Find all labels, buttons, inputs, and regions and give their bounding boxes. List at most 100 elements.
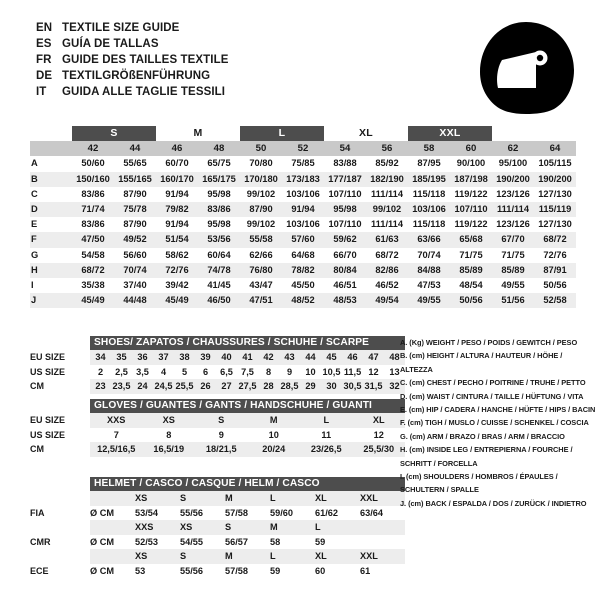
measure-cell: 62/66: [240, 247, 282, 263]
helmet-size-cell: 56/57: [225, 534, 270, 550]
size-cell: XXS: [90, 413, 143, 428]
measure-cell: 65/75: [198, 156, 240, 172]
table-row: US SIZE 7 8 9 10 11 12: [30, 427, 405, 443]
row-label: EU SIZE: [30, 350, 90, 365]
size-cell: 39: [195, 350, 216, 365]
measurement-legend: A. (Kg) WEIGHT / PESO / POIDS / GEWITCH …: [400, 336, 596, 510]
size-cell: 24: [132, 379, 153, 394]
measure-row-label: D: [30, 202, 72, 218]
size-cell: 23,5: [111, 379, 132, 394]
size-cell: 10: [300, 364, 321, 380]
size-cell: 12: [352, 427, 405, 443]
table-row: H 68/72 70/74 72/76 74/78 76/80 78/82 80/84 82/8…: [30, 262, 576, 279]
measure-cell: 51/56: [492, 293, 534, 309]
size-cell: 28,5: [279, 379, 300, 394]
row-label: CM: [30, 379, 90, 394]
legend-item: E. (cm) HIP / CADERA / HANCHE / HÜFTE / …: [400, 405, 596, 415]
table-row: ECE Ø CM 53 55/56 57/58 59 60 61: [30, 563, 405, 579]
measure-cell: 111/114: [366, 186, 408, 203]
measure-cell: 55/58: [240, 232, 282, 248]
size-cell: 44: [300, 350, 321, 365]
table-row: B 150/160 155/165 160/170 165/175 170/180 173/…: [30, 171, 576, 187]
table-row: E 83/86 87/90 91/94 95/98 99/102 103/106 107/11…: [30, 217, 576, 233]
measure-cell: 165/175: [198, 171, 240, 187]
measure-cell: 87/90: [240, 202, 282, 218]
helmet-size-label: XL: [315, 549, 360, 564]
measure-cell: 91/94: [282, 202, 324, 218]
size-cell: 25,5/30: [352, 442, 405, 457]
helmet-size-cell: 59: [270, 563, 315, 579]
title-text: GUIDA ALLE TAGLIE TESSILI: [62, 86, 226, 98]
size-cell: 25,5: [174, 379, 195, 394]
measure-cell: 58/62: [156, 247, 198, 263]
legend-item: H. (cm) INSIDE LEG / ENTREPIERNA / FOURC…: [400, 445, 573, 468]
title-block: EN TEXTILE SIZE GUIDE ES GUÍA DE TALLAS FR GU…: [36, 22, 336, 102]
helmet-standard-label: ECE: [30, 563, 90, 579]
gloves-section-title: GLOVES / GUANTES / GANTS / HANDSCHUHE / …: [90, 399, 405, 413]
title-row-fr: FR GUIDE DES TAILLES TEXTILE: [36, 54, 336, 70]
helmet-size-cell: 57/58: [225, 563, 270, 579]
title-row-es: ES GUÍA DE TALLAS: [36, 38, 336, 54]
size-cell: 31,5: [363, 379, 384, 394]
measure-cell: 115/118: [408, 217, 450, 233]
measure-cell: 107/110: [324, 186, 366, 203]
size-cell: 42: [258, 350, 279, 365]
table-row: G 54/58 56/60 58/62 60/64 62/66 64/68 66/70 68/7…: [30, 247, 576, 263]
table-row: FIA Ø CM 53/54 55/56 57/58 59/60 61/62 63/64: [30, 505, 405, 521]
size-cell: 13: [384, 364, 405, 380]
size-cell: 20/24: [247, 442, 300, 457]
measure-cell: 43/47: [240, 278, 282, 294]
helmet-size-label: XL: [315, 491, 360, 506]
helmet-size-label: S: [180, 549, 225, 564]
measure-cell: 54/58: [72, 247, 114, 263]
measure-cell: 111/114: [366, 217, 408, 233]
table-row: CM 12,5/16,5 16,5/19 18/21,5 20/24 23/26,5 25,…: [30, 442, 405, 457]
legend-item: B. (cm) HEIGHT / ALTURA / HAUTEUR / HÖHE…: [400, 351, 563, 374]
size-cell: 43: [279, 350, 300, 365]
table-row: EU SIZE 34 35 36 37 38 39 40 41 42 43 44 45 46 47 48: [30, 350, 405, 365]
size-cell: 2: [90, 364, 111, 380]
measure-cell: 60/70: [156, 156, 198, 172]
size-cell: 23/26,5: [300, 442, 353, 457]
shoes-section-header-row: SHOES/ ZAPATOS / CHAUSSURES / SCHUHE / S…: [30, 336, 405, 350]
measure-cell: 39/42: [156, 278, 198, 294]
measure-cell: 46/51: [324, 278, 366, 294]
helmet-size-cell: 53: [135, 563, 180, 579]
measure-cell: 68/72: [366, 247, 408, 263]
helmet-size-label: M: [225, 549, 270, 564]
measure-cell: 123/126: [492, 186, 534, 203]
measure-cell: 90/100: [450, 156, 492, 172]
measure-cell: 49/52: [114, 232, 156, 248]
measure-cell: 50/60: [72, 156, 114, 172]
size-cell: 7: [90, 427, 143, 443]
measure-cell: 72/76: [156, 262, 198, 279]
measure-cell: 61/63: [366, 232, 408, 248]
helmet-size-label: [360, 520, 405, 535]
measure-cell: 83/86: [72, 186, 114, 203]
row-label: US SIZE: [30, 427, 90, 443]
measure-cell: 67/70: [492, 232, 534, 248]
size-value: 64: [534, 141, 576, 157]
size-cell: 37: [153, 350, 174, 365]
legend-item: D. (cm) WAIST / CINTURA / TAILLE / HÜFTU…: [400, 391, 584, 401]
size-cell: 45: [321, 350, 342, 365]
size-cell: 40: [216, 350, 237, 365]
measure-cell: 45/49: [72, 293, 114, 309]
measure-row-label: G: [30, 247, 72, 263]
title-text: TEXTILGRÖßENFÜHRUNG: [62, 70, 211, 82]
measure-cell: 119/122: [450, 186, 492, 203]
measure-cell: 47/53: [408, 278, 450, 294]
measure-cell: 56/60: [114, 247, 156, 263]
helmet-size-cell: 59: [315, 534, 360, 550]
helmet-size-cell: 63/64: [360, 505, 405, 521]
table-row: I 35/38 37/40 39/42 41/45 43/47 45/50 46/51 46/5…: [30, 278, 576, 294]
measure-cell: 160/170: [156, 171, 198, 187]
measure-cell: 68/72: [72, 262, 114, 279]
size-cell: 16,5/19: [142, 442, 195, 457]
section-header-spacer: [30, 336, 90, 350]
helmet-size-cell: 55/56: [180, 563, 225, 579]
measure-cell: 95/98: [324, 202, 366, 218]
helmet-unit: Ø CM: [90, 534, 135, 550]
row-label-spacer: [30, 549, 90, 564]
measure-cell: 47/51: [240, 293, 282, 309]
